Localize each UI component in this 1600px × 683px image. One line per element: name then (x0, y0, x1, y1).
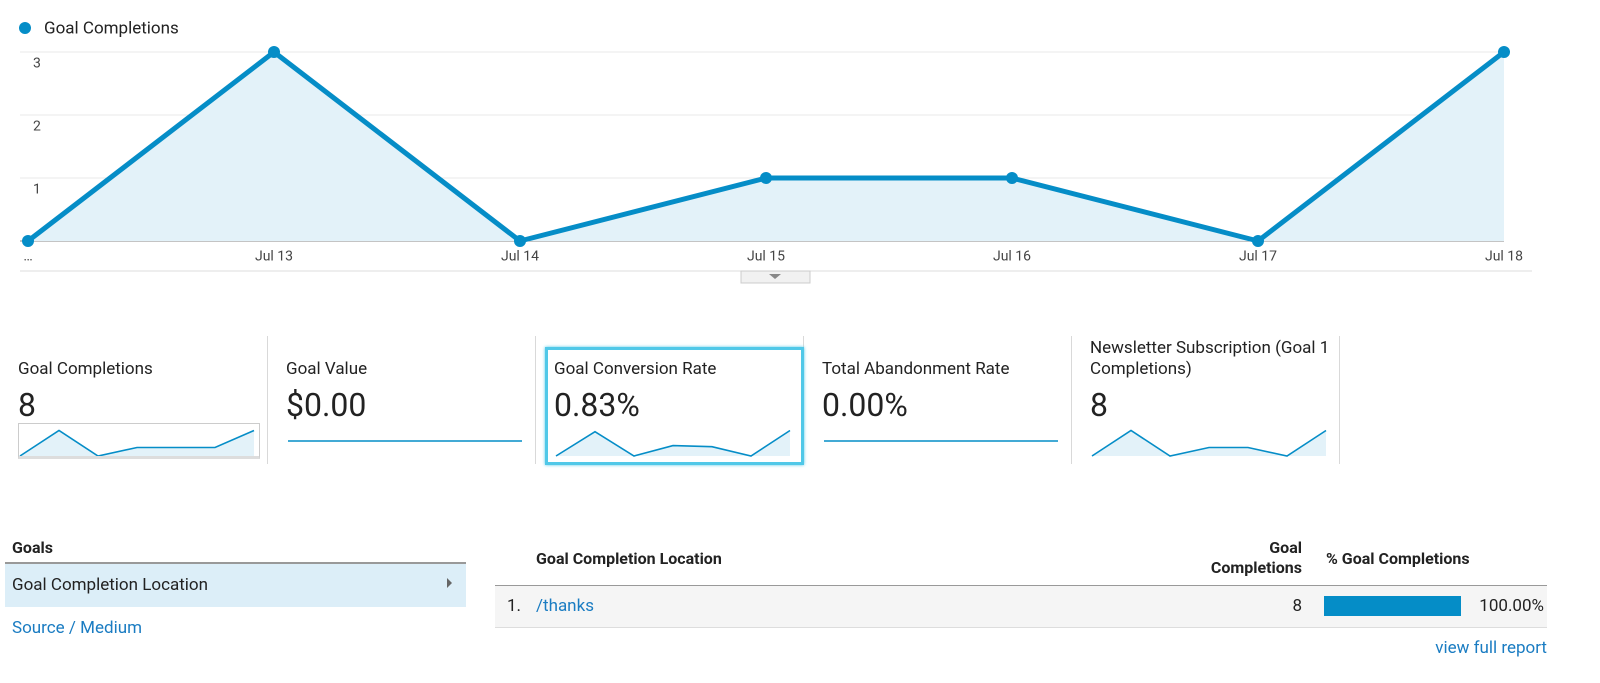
scorecard-value: 8 (18, 386, 36, 424)
sparkline-line (555, 429, 791, 457)
x-tick-label: … (23, 249, 32, 265)
scorecard-label: Total Abandonment Rate (822, 359, 1010, 379)
y-tick-label: 3 (33, 56, 41, 72)
legend-label[interactable]: Goal Completions (44, 18, 179, 38)
sparkline-line (19, 429, 255, 457)
x-tick-label: Jul 13 (255, 249, 293, 265)
scorecard-frame (18, 423, 260, 459)
nav-arrow (447, 578, 452, 588)
scorecard-separator (1071, 336, 1072, 464)
sparkline-area (20, 430, 254, 456)
data-point (268, 46, 280, 58)
data-point (1006, 172, 1018, 184)
scorecard[interactable]: Total Abandonment Rate 0.00% (804, 336, 1072, 466)
scorecard[interactable]: Newsletter Subscription (Goal 1 Completi… (1072, 336, 1340, 466)
sparkline (19, 429, 255, 457)
table-row: 1. /thanks 8 100.00% (495, 586, 1547, 628)
scorecard[interactable]: Goal Conversion Rate 0.83% (536, 336, 804, 466)
y-tick-label: 2 (33, 119, 41, 135)
x-tick-label: Jul 18 (1485, 249, 1523, 265)
nav-item-label: Goal Completion Location (12, 575, 209, 595)
sparkline-area (556, 430, 790, 456)
row-location[interactable]: /thanks (536, 596, 594, 616)
y-tick-label: 1 (33, 182, 41, 198)
line-chart: Goal Completions 1 2 3 … Jul 13 Jul 14 Jul 15 J… (19, 18, 1532, 284)
scorecard[interactable]: Goal Value $0.00 (268, 336, 536, 466)
sparkline (1091, 429, 1327, 457)
collapse-arrow (769, 274, 781, 279)
sparkline-area (1092, 430, 1326, 456)
sparkline (288, 440, 522, 442)
row-percent-label: 100.00% (1479, 596, 1544, 616)
x-tick-label: Jul 14 (501, 249, 539, 265)
scorecard[interactable]: Goal Completions 8 (0, 336, 268, 466)
column-header: % Goal Completions (1326, 549, 1470, 568)
x-tick-label: Jul 16 (993, 249, 1031, 265)
scorecard-separator (1339, 336, 1340, 464)
x-tick-label: Jul 15 (747, 249, 785, 265)
column-header: Goal Completion Location (536, 549, 722, 568)
scorecard-value: 0.83% (554, 386, 640, 424)
scorecard-label: Goal Value (286, 359, 368, 379)
sparkline (824, 440, 1058, 442)
data-point (760, 172, 772, 184)
legend-marker (19, 22, 31, 34)
view-full-report-link[interactable]: view full report (1435, 638, 1547, 658)
scorecard-label: Newsletter Subscription (Goal 1 Completi… (1090, 338, 1330, 379)
percent-bar-area (1324, 596, 1461, 616)
nav-item[interactable]: Source / Medium (12, 618, 142, 638)
row-index: 1. (507, 596, 522, 616)
row-completions: 8 (1292, 596, 1302, 616)
data-point (1498, 46, 1510, 58)
sparkline (555, 429, 791, 457)
data-point (514, 235, 526, 247)
scorecard-label: Goal Conversion Rate (554, 359, 717, 379)
selected-frame (545, 347, 804, 465)
nav-item[interactable]: Goal Completion Location (5, 564, 466, 607)
column-header: Goal Completions (1210, 538, 1302, 577)
scorecard-separator (535, 336, 536, 464)
data-point (1252, 235, 1264, 247)
scorecard-value: 8 (1090, 386, 1108, 424)
scorecard-value: $0.00 (286, 386, 367, 424)
scorecard-value: 0.00% (822, 386, 908, 424)
data-point (22, 235, 34, 247)
table-header: Goal Completion Location Goal Completion… (495, 536, 1547, 586)
scorecard-separator (267, 336, 268, 464)
goals-nav-header: Goals (5, 538, 466, 564)
area-fill (28, 52, 1504, 241)
scorecard-label: Goal Completions (18, 359, 153, 379)
sparkline-line (1091, 429, 1327, 457)
x-tick-label: Jul 17 (1239, 249, 1277, 265)
percent-bar (1324, 596, 1461, 616)
goals-nav-title: Goals (12, 538, 53, 557)
